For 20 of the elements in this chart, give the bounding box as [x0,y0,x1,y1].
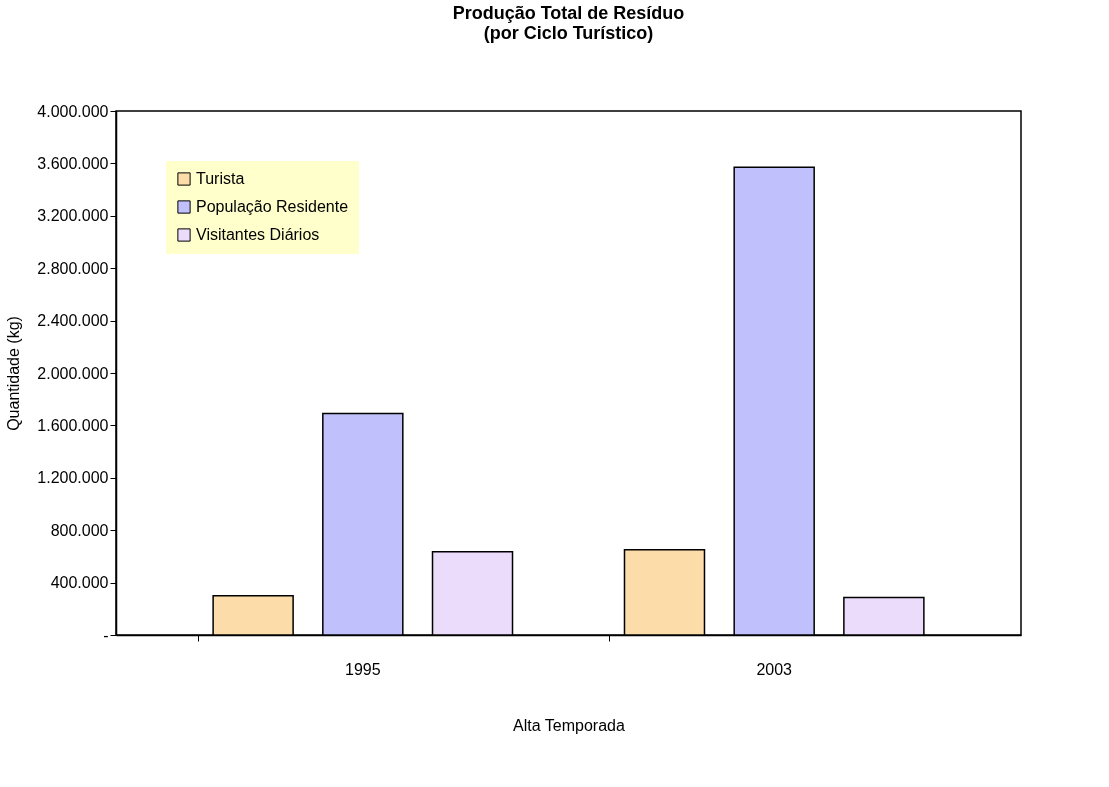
legend-label: Turista [196,170,245,187]
y-tick-label: 2.000.000 [37,364,109,382]
legend-label: Visitantes Diários [196,226,320,243]
y-axis-title: Quantidade (kg) [5,316,23,431]
x-tick-label: 2003 [756,660,793,678]
y-tick-label: 3.200.000 [37,207,109,225]
y-tick-label: 3.600.000 [37,154,109,172]
y-tick-label: - [103,626,109,644]
text: (por Ciclo Turístico) [483,23,654,43]
x-axis-title: Alta Temporada [513,716,625,734]
y-tick-label: 1.200.000 [37,469,109,487]
y-tick-label: 800.000 [50,521,109,539]
y-tick-label: 2.400.000 [37,312,109,330]
y-tick-label: 4.000.000 [37,102,109,120]
y-tick-label: 2.800.000 [37,259,109,277]
y-tick-label: 1.600.000 [37,416,109,434]
x-tick-label: 1995 [345,660,381,678]
y-tick-label: 400.000 [50,574,109,592]
legend-label: População Residente [196,198,349,215]
text: Produção Total de Resíduo [452,3,685,23]
